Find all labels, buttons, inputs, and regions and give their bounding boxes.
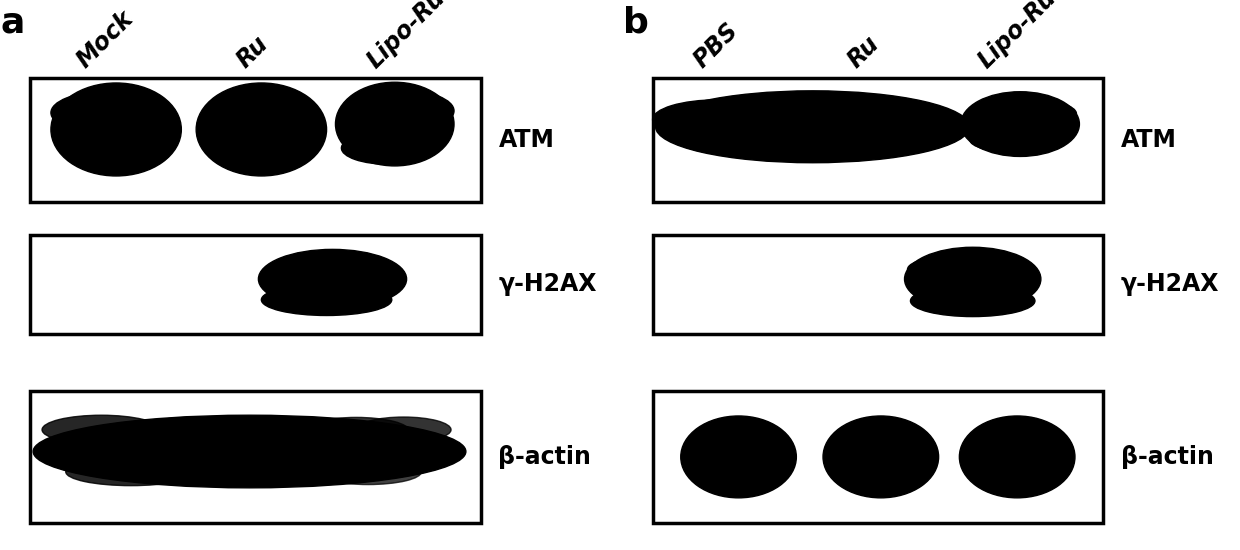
- Text: Lipo-Ru: Lipo-Ru: [973, 0, 1061, 73]
- Bar: [30, 78, 481, 202]
- Ellipse shape: [63, 125, 122, 153]
- Text: γ-H2AX: γ-H2AX: [1121, 272, 1219, 296]
- Ellipse shape: [681, 416, 796, 498]
- Ellipse shape: [823, 416, 939, 498]
- Bar: [30, 391, 481, 523]
- Bar: [30, 235, 481, 334]
- Text: Lipo-Ru: Lipo-Ru: [363, 0, 450, 73]
- Bar: [652, 78, 1104, 202]
- Ellipse shape: [341, 132, 436, 164]
- Ellipse shape: [689, 426, 787, 488]
- Text: Ru: Ru: [233, 32, 274, 73]
- Text: γ-H2AX: γ-H2AX: [498, 272, 596, 296]
- Ellipse shape: [832, 426, 930, 488]
- Ellipse shape: [904, 248, 1040, 311]
- Bar: [652, 391, 1104, 523]
- Text: Mock: Mock: [72, 7, 139, 73]
- Ellipse shape: [976, 99, 1076, 129]
- Text: β-actin: β-actin: [1121, 445, 1214, 469]
- Ellipse shape: [262, 284, 392, 316]
- Ellipse shape: [960, 416, 1075, 498]
- Text: b: b: [622, 6, 649, 40]
- Ellipse shape: [202, 97, 309, 134]
- Bar: [652, 235, 1104, 334]
- Ellipse shape: [74, 136, 170, 169]
- Text: PBS: PBS: [689, 19, 743, 73]
- Ellipse shape: [908, 255, 1025, 284]
- Ellipse shape: [910, 285, 1035, 317]
- Ellipse shape: [652, 100, 782, 139]
- Ellipse shape: [42, 415, 161, 444]
- Ellipse shape: [33, 415, 466, 488]
- Ellipse shape: [136, 417, 243, 445]
- Ellipse shape: [258, 249, 407, 309]
- Ellipse shape: [215, 128, 273, 153]
- Ellipse shape: [232, 138, 315, 168]
- Text: ATM: ATM: [1121, 128, 1177, 152]
- Ellipse shape: [66, 458, 196, 486]
- Ellipse shape: [968, 426, 1066, 488]
- Ellipse shape: [196, 83, 326, 176]
- Text: ATM: ATM: [498, 128, 554, 152]
- Text: β-actin: β-actin: [498, 445, 591, 469]
- Ellipse shape: [347, 90, 454, 132]
- Ellipse shape: [303, 417, 409, 445]
- Ellipse shape: [356, 417, 451, 442]
- Ellipse shape: [656, 91, 970, 163]
- Ellipse shape: [961, 92, 1079, 156]
- Ellipse shape: [336, 82, 454, 166]
- Ellipse shape: [680, 127, 827, 156]
- Ellipse shape: [315, 459, 422, 485]
- Ellipse shape: [51, 92, 157, 134]
- Text: Ru: Ru: [843, 32, 884, 73]
- Ellipse shape: [371, 120, 443, 148]
- Text: a: a: [0, 6, 25, 40]
- Ellipse shape: [970, 127, 1059, 152]
- Ellipse shape: [219, 421, 339, 446]
- Ellipse shape: [51, 83, 181, 176]
- Ellipse shape: [795, 129, 925, 156]
- Ellipse shape: [190, 457, 309, 482]
- Ellipse shape: [724, 100, 901, 132]
